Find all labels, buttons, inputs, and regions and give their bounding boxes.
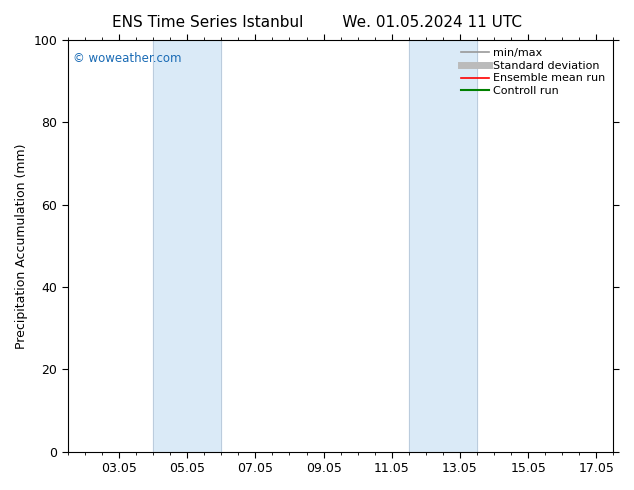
Text: © woweather.com: © woweather.com	[74, 52, 182, 66]
Bar	[153, 40, 221, 452]
Y-axis label: Precipitation Accumulation (mm): Precipitation Accumulation (mm)	[15, 143, 28, 348]
Bar	[409, 40, 477, 452]
Legend: min/max, Standard deviation, Ensemble mean run, Controll run: min/max, Standard deviation, Ensemble me…	[459, 46, 608, 98]
Text: ENS Time Series Istanbul        We. 01.05.2024 11 UTC: ENS Time Series Istanbul We. 01.05.2024 …	[112, 15, 522, 30]
